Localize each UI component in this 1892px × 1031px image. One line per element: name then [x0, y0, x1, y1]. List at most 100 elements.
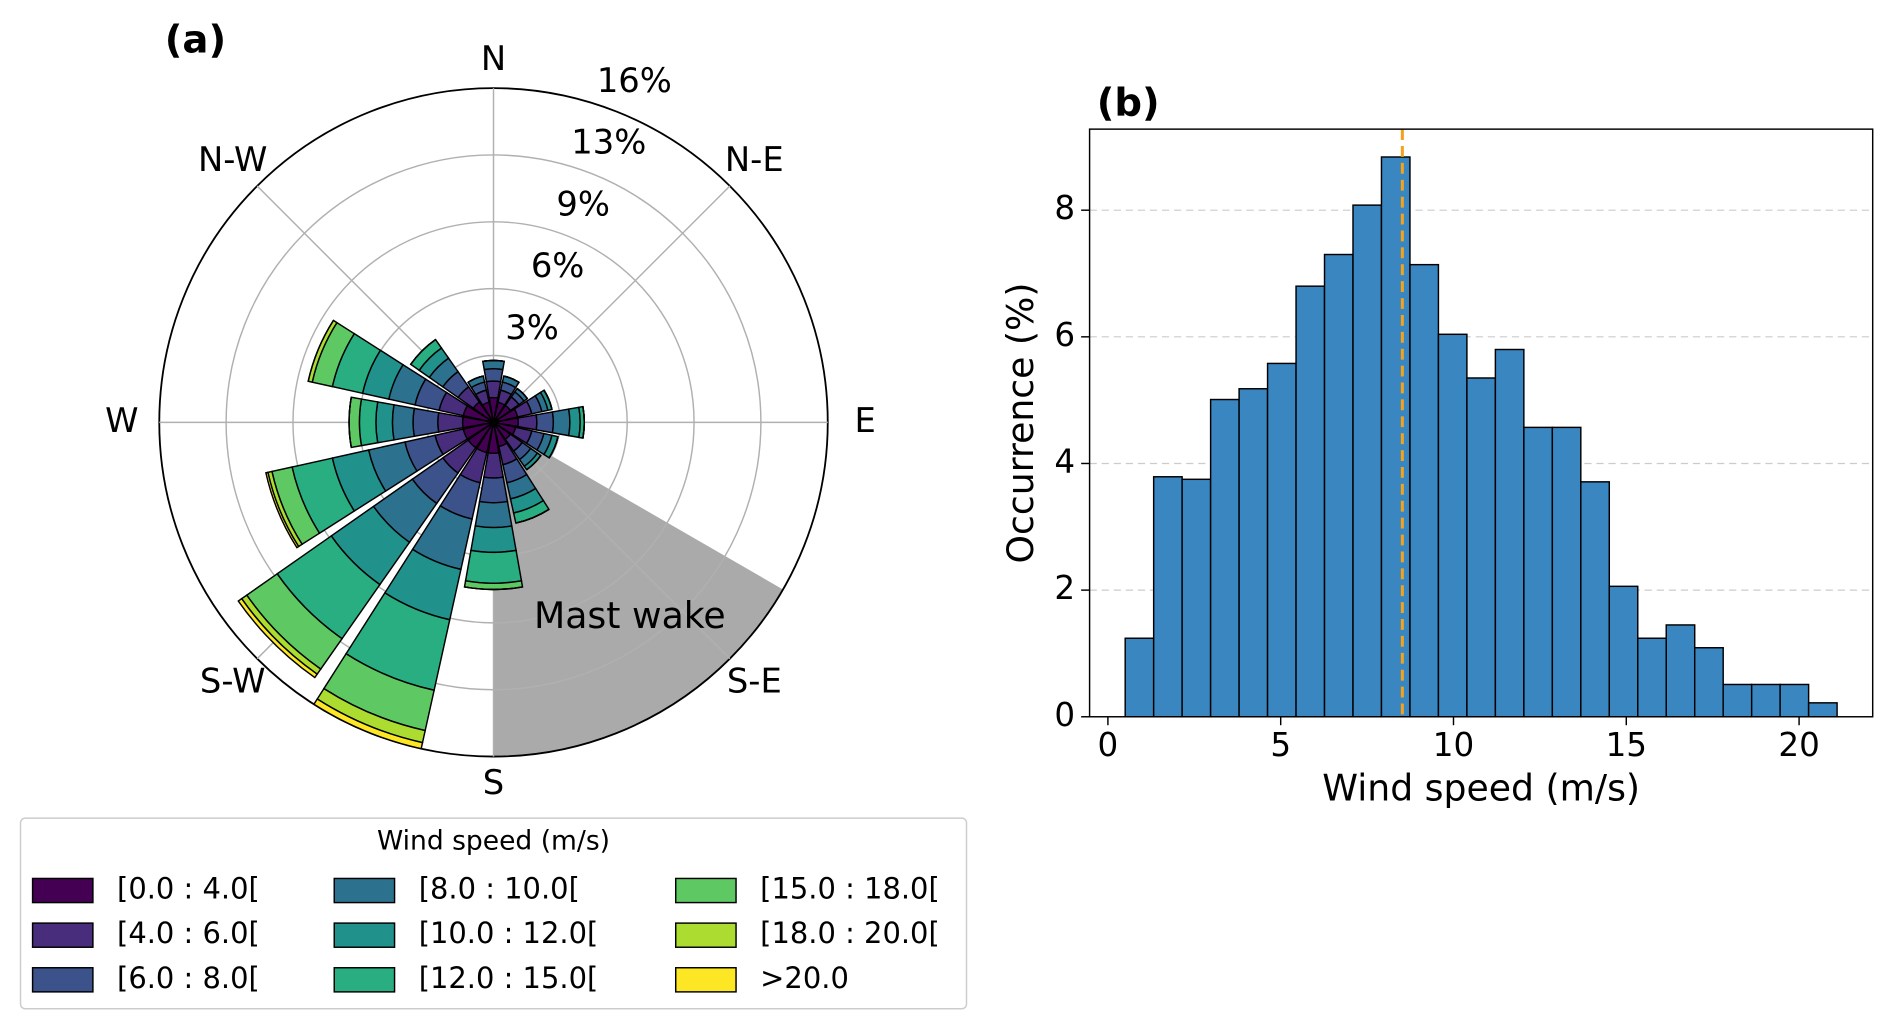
- bar: [1551, 426, 1582, 718]
- bar: [1181, 478, 1212, 718]
- bar: [1779, 683, 1810, 718]
- bar: [1380, 156, 1411, 718]
- rose-wedge: [517, 413, 538, 431]
- r-tick-label: 13%: [571, 123, 646, 162]
- bar: [1466, 377, 1497, 718]
- bar: [1637, 637, 1667, 718]
- rose-wedge: [503, 375, 520, 383]
- rose-wedge: [412, 407, 440, 438]
- y-tick-label: 4: [1054, 442, 1075, 480]
- rose-wedge: [307, 319, 335, 382]
- bar: [1266, 362, 1297, 718]
- x-tick-label: 15: [1606, 726, 1647, 764]
- bar: [1152, 476, 1183, 718]
- rose-wedge: [375, 401, 395, 444]
- bar: [1750, 683, 1781, 718]
- axes-frame: [1088, 128, 1874, 718]
- legend-label: [18.0 : 20.0[: [760, 916, 940, 950]
- bar: [1409, 263, 1440, 718]
- direction-label: N: [481, 39, 506, 78]
- r-tick-label: 3%: [505, 308, 559, 347]
- legend-label: [12.0 : 15.0[: [419, 961, 599, 995]
- direction-label: E: [854, 401, 875, 440]
- legend-label: [10.0 : 12.0[: [419, 916, 599, 950]
- legend-swatch: [674, 922, 737, 948]
- x-tick-label: 5: [1270, 726, 1291, 764]
- y-tick-label: 2: [1054, 569, 1075, 607]
- grid-spoke: [493, 185, 731, 423]
- legend-label: >20.0: [760, 961, 849, 995]
- rose-wedge: [358, 398, 379, 447]
- x-tick-label: 20: [1778, 726, 1819, 764]
- rose-wedge: [483, 367, 504, 383]
- rose-wedge: [437, 411, 464, 433]
- legend-label: [0.0 : 4.0[: [117, 872, 260, 906]
- legend-swatch: [31, 922, 94, 948]
- legend-label: [15.0 : 18.0[: [760, 872, 940, 906]
- rose-wedge: [483, 451, 505, 479]
- y-tick-label: 8: [1054, 189, 1075, 227]
- rose-wedge: [467, 375, 484, 383]
- legend-swatch: [674, 967, 737, 993]
- direction-label: N-E: [725, 140, 784, 179]
- bar: [1608, 585, 1639, 718]
- bar: [1124, 637, 1155, 718]
- r-tick-label: 16%: [597, 61, 672, 100]
- rose-wedge: [567, 406, 581, 439]
- rose-wedge: [481, 359, 506, 371]
- panel-b-title: (b): [1097, 81, 1160, 126]
- x-axis-label: Wind speed (m/s): [1322, 766, 1640, 809]
- bar: [1665, 624, 1696, 718]
- rose-wedge: [348, 397, 352, 448]
- y-tick-label: 0: [1054, 696, 1075, 734]
- legend-swatch: [31, 877, 94, 904]
- rose-wedge: [485, 380, 502, 399]
- rose-wedge: [348, 396, 363, 449]
- rose-wedge: [391, 403, 416, 441]
- legend-box: [19, 817, 968, 1010]
- direction-label: N-W: [198, 140, 267, 179]
- rose-wedge: [464, 549, 523, 585]
- y-tick-label: 6: [1054, 316, 1075, 354]
- legend-swatch: [333, 922, 396, 948]
- direction-label: S: [483, 763, 504, 802]
- legend-label: [4.0 : 6.0[: [117, 916, 260, 950]
- legend-swatch: [333, 877, 396, 904]
- bar: [1523, 426, 1554, 718]
- rose-wedge: [312, 698, 424, 750]
- rose-wedge: [516, 387, 528, 400]
- bar: [1437, 333, 1468, 718]
- rose-wedge: [237, 597, 319, 679]
- x-tick-label: 0: [1098, 726, 1119, 764]
- bar: [1722, 683, 1753, 718]
- rose-wedge: [470, 525, 517, 553]
- rose-wedge: [464, 586, 523, 591]
- rose-wedge: [265, 471, 300, 549]
- bar: [1352, 204, 1383, 718]
- rose-wedge: [474, 500, 513, 529]
- bar: [1238, 388, 1269, 718]
- direction-label: S-E: [727, 662, 782, 701]
- r-tick-label: 9%: [556, 184, 610, 223]
- rose-wedge: [526, 455, 542, 471]
- legend-label: [8.0 : 10.0[: [419, 872, 580, 906]
- rose-wedge: [551, 408, 571, 437]
- legend-swatch: [31, 967, 94, 993]
- panel-a-title: (a): [165, 18, 226, 63]
- bar: [1494, 348, 1525, 718]
- bar: [1323, 253, 1354, 718]
- annotation: Mast wake: [534, 594, 726, 637]
- legend-title: Wind speed (m/s): [377, 826, 610, 857]
- r-tick-label: 6%: [531, 246, 585, 285]
- direction-label: W: [105, 401, 138, 440]
- rose-wedge: [582, 406, 586, 439]
- bar: [1693, 647, 1724, 718]
- direction-label: S-W: [200, 662, 266, 701]
- mast-wake: [493, 422, 783, 757]
- bar: [1295, 285, 1326, 718]
- legend-label: [6.0 : 8.0[: [117, 961, 260, 995]
- bar: [1807, 702, 1838, 718]
- y-axis-label: Occurrence (%): [999, 282, 1042, 563]
